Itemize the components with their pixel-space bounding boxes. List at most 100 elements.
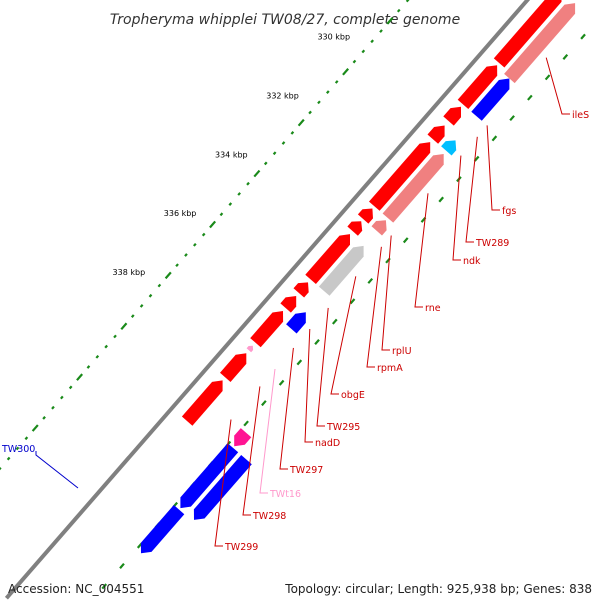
tick-dot xyxy=(290,130,295,135)
tick-dot xyxy=(237,192,241,196)
feature-obgE-forward[interactable] xyxy=(305,234,350,284)
leader-line xyxy=(242,386,261,516)
inner-tick-dot xyxy=(509,115,515,122)
genome-backbone xyxy=(4,0,531,600)
tick-dot xyxy=(68,385,73,390)
feature-ndk-rrna[interactable] xyxy=(441,140,457,156)
feature-fgs-forward[interactable] xyxy=(457,65,498,109)
tick-label: 332 kbp xyxy=(266,91,299,100)
feature-reverse-a[interactable] xyxy=(471,78,510,121)
leader-line xyxy=(279,347,294,470)
inner-tick-dot xyxy=(527,94,533,101)
leader-line xyxy=(465,136,478,243)
feature-tw297-forward[interactable] xyxy=(250,311,284,348)
tick-dot xyxy=(6,456,11,461)
feature-rpmA-forward[interactable] xyxy=(347,221,363,236)
inner-tick-dot xyxy=(544,74,551,81)
tick-label: 338 kbp xyxy=(113,268,146,277)
gene-label-rplu[interactable]: rplU xyxy=(392,346,412,357)
leader-line xyxy=(214,419,232,547)
tick-dot xyxy=(193,242,197,247)
feature-nadD-reverse[interactable] xyxy=(286,312,306,334)
tick-dot xyxy=(130,314,135,318)
tick-dot xyxy=(326,90,330,94)
feature-nadD-forward[interactable] xyxy=(280,296,297,313)
leader-line xyxy=(414,193,429,308)
gene-label-fgs[interactable]: fgs xyxy=(502,206,516,217)
feature-obgE-grey[interactable] xyxy=(318,245,364,296)
tick-dot xyxy=(272,151,277,156)
feature-rplU-light[interactable] xyxy=(371,220,387,236)
backbone-line xyxy=(4,0,531,600)
tick-dot xyxy=(317,100,321,105)
leader-line xyxy=(259,368,276,494)
gene-label-rpma[interactable]: rpmA xyxy=(377,363,403,374)
inner-tick-dot xyxy=(438,196,444,203)
gene-label-nadd[interactable]: nadD xyxy=(315,438,340,449)
gene-label-iles[interactable]: ileS xyxy=(572,110,589,121)
feature-tw289-forward[interactable] xyxy=(443,106,461,126)
tick-dot xyxy=(120,322,128,331)
genome-summary-text: Topology: circular; Length: 925,938 bp; … xyxy=(285,582,592,596)
tick-dot xyxy=(0,467,2,471)
gene-label-rne[interactable]: rne xyxy=(425,303,441,314)
inner-tick-dot xyxy=(296,359,303,366)
tick-dot xyxy=(308,110,312,115)
inner-tick-dot xyxy=(491,135,498,142)
feature-track-group[interactable] xyxy=(140,0,576,554)
tick-dot xyxy=(334,80,339,84)
feature-rne-light[interactable] xyxy=(382,154,444,223)
feature-tw300-highlight[interactable] xyxy=(234,428,252,447)
tick-dot xyxy=(184,253,188,257)
tick-dot xyxy=(281,141,286,145)
gene-label-twt16[interactable]: TWt16 xyxy=(269,489,301,500)
feature-tw295-forward[interactable] xyxy=(293,282,309,298)
tick-dot xyxy=(76,373,84,381)
accession-text: Accession: NC_004551 xyxy=(8,582,145,596)
feature-twt16-trna[interactable] xyxy=(246,345,254,353)
gene-label-tw295[interactable]: TW295 xyxy=(326,422,360,433)
gene-label-obge[interactable]: obgE xyxy=(341,390,365,401)
leader-line xyxy=(330,276,357,395)
inner-tick-dot xyxy=(402,237,409,244)
gene-label-tw298[interactable]: TW298 xyxy=(252,511,286,522)
tick-dot xyxy=(342,68,350,76)
feature-reverse-c[interactable] xyxy=(140,505,185,554)
inner-tick-dot xyxy=(314,339,320,345)
tick-dot xyxy=(51,405,55,410)
tick-dot xyxy=(263,161,268,166)
leader-line xyxy=(452,155,462,261)
gene-label-ndk[interactable]: ndk xyxy=(463,256,481,267)
feature-ileS-forward[interactable] xyxy=(493,0,562,68)
tick-dot xyxy=(297,118,305,127)
tick-dot xyxy=(157,283,162,288)
tick-dot xyxy=(405,0,410,3)
tick-dot xyxy=(139,304,144,308)
tick-dot xyxy=(42,416,46,420)
inner-tick-dot xyxy=(101,583,108,590)
gene-label-tw297[interactable]: TW297 xyxy=(289,465,323,476)
tick-dot xyxy=(164,271,172,280)
feature-tw299-forward[interactable] xyxy=(181,380,223,426)
tick-dot xyxy=(201,232,206,237)
feature-ndk-forward[interactable] xyxy=(427,125,445,144)
tick-dot xyxy=(370,39,374,44)
tick-dot xyxy=(386,17,394,25)
gene-label-tw299[interactable]: TW299 xyxy=(224,542,258,553)
tick-dot xyxy=(396,8,401,13)
tick-dot xyxy=(104,344,108,349)
tick-dot xyxy=(148,293,153,298)
feature-ileS-light[interactable] xyxy=(504,3,576,84)
feature-rne-forward[interactable] xyxy=(369,142,431,211)
gene-label-tw300[interactable]: TW300 xyxy=(1,444,35,455)
leader-line xyxy=(304,328,313,443)
inner-tick-dot xyxy=(580,33,586,40)
tick-label: 334 kbp xyxy=(215,150,248,159)
tick-dot xyxy=(95,354,100,359)
inner-tick-dot xyxy=(119,562,125,569)
gene-label-tw289[interactable]: TW289 xyxy=(475,238,509,249)
feature-rplU-forward[interactable] xyxy=(357,208,373,224)
feature-tw300-reverse[interactable] xyxy=(180,443,239,509)
feature-tw298-forward[interactable] xyxy=(220,353,247,382)
